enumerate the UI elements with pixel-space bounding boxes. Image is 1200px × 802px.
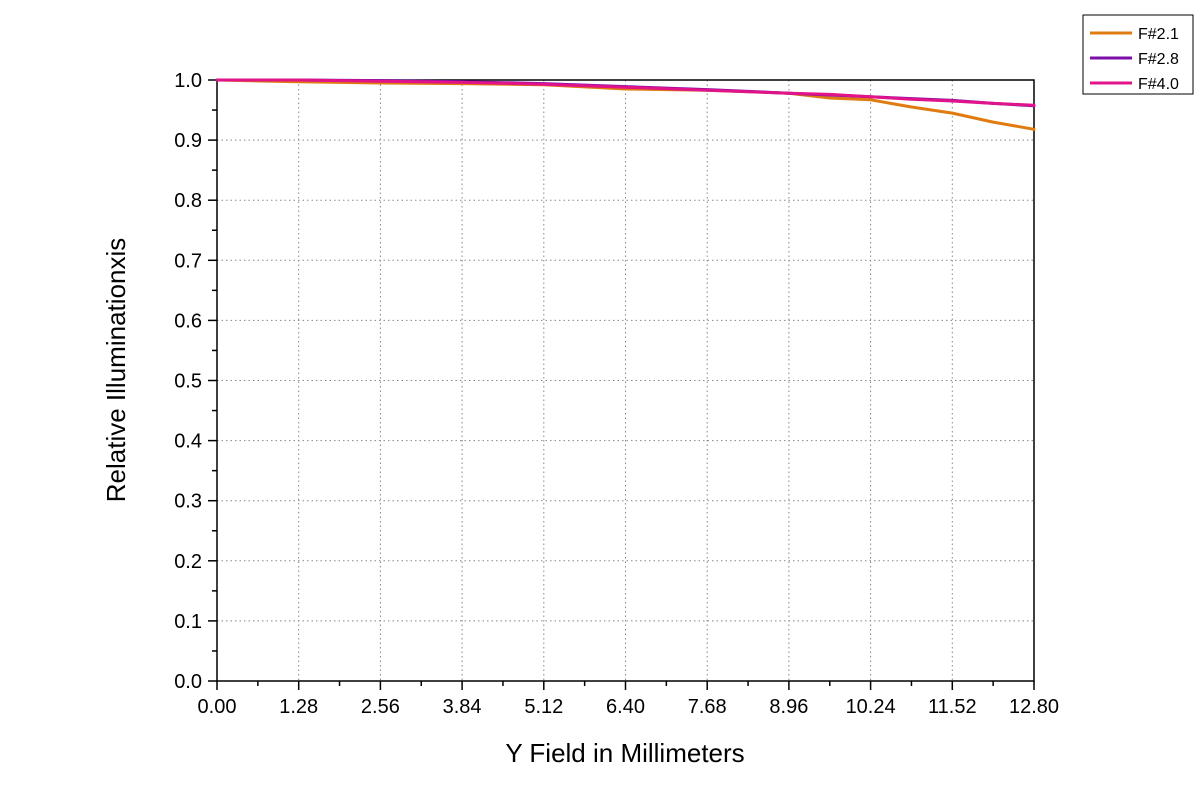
x-axis-title: Y Field in Millimeters <box>505 738 744 768</box>
x-tick-label: 2.56 <box>361 696 400 718</box>
axis-ticks: 0.00 1.28 2.56 3.84 5.12 6.40 7.68 8.96 10.24 11.… <box>174 70 1059 718</box>
legend-label: F#2.8 <box>1138 51 1179 68</box>
y-tick-label: 0.2 <box>174 551 202 573</box>
y-tick-label: 0.8 <box>174 190 202 212</box>
legend-box <box>1082 14 1194 95</box>
x-tick-label: 12.80 <box>1009 696 1059 718</box>
x-tick-label: 0.00 <box>198 696 237 718</box>
y-tick-label: 0.3 <box>174 491 202 513</box>
x-tick-label: 8.96 <box>769 696 808 718</box>
y-tick-label: 0.4 <box>174 431 202 453</box>
y-tick-label: 0.6 <box>174 310 202 332</box>
x-tick-label: 11.52 <box>928 696 977 718</box>
legend-label: F#2.1 <box>1138 26 1179 43</box>
y-tick-label: 0.1 <box>174 611 202 633</box>
legend: F#2.1 F#2.8 F#4.0 <box>1082 14 1194 95</box>
y-tick-label: 0.9 <box>174 130 202 152</box>
x-tick-label: 3.84 <box>443 696 482 718</box>
series-lines <box>215 78 1036 131</box>
series-line <box>215 78 1036 107</box>
legend-label: F#4.0 <box>1138 76 1179 93</box>
x-tick-label: 6.40 <box>606 696 645 718</box>
x-tick-label: 5.12 <box>524 696 563 718</box>
y-tick-label: 0.7 <box>174 250 202 272</box>
x-tick-label: 10.24 <box>846 696 896 718</box>
x-tick-label: 7.68 <box>688 696 727 718</box>
y-tick-label: 0.5 <box>174 371 202 393</box>
grid-lines <box>217 80 1034 681</box>
y-tick-label: 0.0 <box>174 671 202 693</box>
y-tick-label: 1.0 <box>174 70 202 92</box>
x-tick-label: 1.28 <box>279 696 318 718</box>
y-axis-title: Relative Illuminationxis <box>101 238 131 502</box>
